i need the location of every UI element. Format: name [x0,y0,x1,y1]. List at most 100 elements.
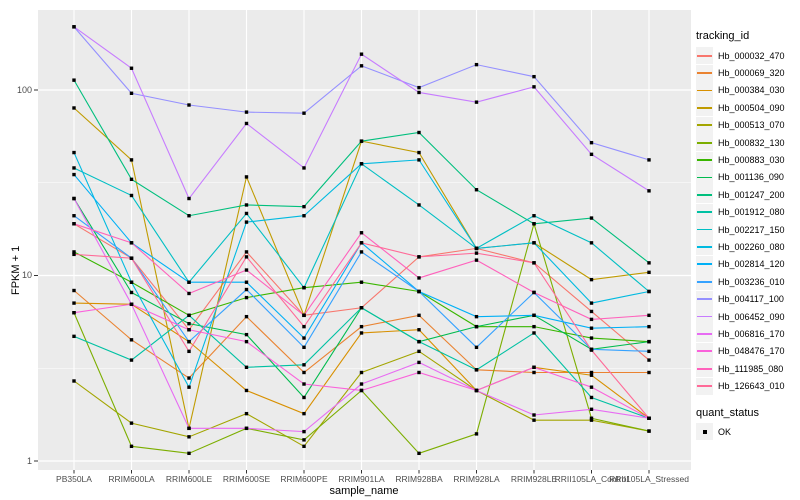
x-tick-label: RRIM600SE [222,474,271,484]
data-point [129,66,134,70]
data-point [72,250,76,254]
legend-key-icon [696,273,713,291]
gridlines [38,10,691,470]
data-point [417,85,421,90]
data-point [302,166,306,170]
data-point [589,385,594,389]
data-point [647,324,651,329]
legend-item-label: Hb_000513_070 [718,120,785,131]
data-point [187,451,191,456]
data-point [129,290,134,295]
legend-key-line [697,193,712,196]
data-point [359,280,364,284]
x-tick-label: RRII105LA_Control [554,474,629,484]
data-point [474,388,479,393]
data-point [187,385,191,389]
data-point [417,289,421,294]
data-point [187,435,191,439]
legend-key-icon [696,238,713,256]
data-point [417,203,421,207]
legend-item-label: Hb_003236_010 [718,276,785,287]
data-point [129,177,134,182]
data-point [187,376,191,380]
data-point [474,258,479,262]
legend-key-icon [696,290,713,308]
legend-item-label: Hb_006816_170 [718,328,785,339]
legend: tracking_id Hb_000032_470 Hb_000069_320 Hb… [696,30,800,440]
data-point [244,295,249,300]
legend-item-Hb_000504_090: Hb_000504_090 [696,99,800,117]
x-tick-label: RRIM928LA [453,474,500,484]
legend-item-Hb_000883_030: Hb_000883_030 [696,151,800,169]
data-point [647,189,651,193]
data-point [302,313,306,318]
quant-ok-label: OK [718,426,732,437]
data-point [72,150,76,155]
legend-item-label: Hb_001247_200 [718,189,785,200]
legend-key-icon [696,99,713,117]
data-point [72,311,76,315]
legend-key-line [697,176,712,179]
legend-key-line [697,315,712,318]
data-point [187,214,191,218]
data-point [647,313,651,318]
data-point [589,407,594,411]
data-point [532,222,536,226]
data-point [187,280,191,284]
data-point [244,411,249,416]
data-point [244,388,249,393]
legend-key-icon [696,134,713,152]
data-point [474,62,479,67]
data-point [302,363,306,367]
legend-key-line [697,280,712,283]
data-point [302,444,306,449]
legend-item-Hb_048476_170: Hb_048476_170 [696,342,800,360]
data-point [302,438,306,442]
data-point [647,416,651,420]
legend-key-icon [696,221,713,239]
data-point [129,338,134,342]
data-point [647,158,651,162]
data-point [359,52,364,56]
data-point [359,250,364,254]
legend-key-icon [696,64,713,82]
data-point [532,365,536,369]
legend-item-Hb_003236_010: Hb_003236_010 [696,273,800,291]
data-point [417,130,421,135]
data-point [417,339,421,344]
data-point [129,256,134,260]
data-point [474,345,479,350]
data-point [589,140,594,145]
legend-key-line [697,263,712,266]
data-point [589,336,594,340]
data-point [417,150,421,155]
data-point [72,379,76,383]
legend-item-label: Hb_006452_090 [718,311,785,322]
data-point [474,368,479,372]
legend-item-label: Hb_000832_130 [718,137,785,148]
legend-key-line [697,385,712,387]
legend-key-line [697,211,712,214]
legend-item-label: Hb_001912_080 [718,207,785,218]
data-point [589,395,594,400]
data-point [417,349,421,354]
data-point [474,314,479,319]
data-point [589,418,594,422]
data-point [532,214,536,218]
x-tick-label: RRIM600LA [108,474,155,484]
x-tick-label: RRIM600PE [280,474,328,484]
data-point [359,139,364,143]
legend-item-Hb_004117_100: Hb_004117_100 [696,290,800,308]
data-point [589,326,594,330]
data-point [417,360,421,365]
data-point [647,349,651,354]
data-point [302,382,306,386]
data-point [359,388,364,393]
data-point [302,345,306,350]
x-tick-label: PB350LA [56,474,92,484]
legend-item-label: Hb_000384_030 [718,85,785,96]
data-point [417,328,421,332]
data-point [244,203,249,207]
data-point [244,287,249,292]
legend-item-Hb_126643_010: Hb_126643_010 [696,377,800,395]
